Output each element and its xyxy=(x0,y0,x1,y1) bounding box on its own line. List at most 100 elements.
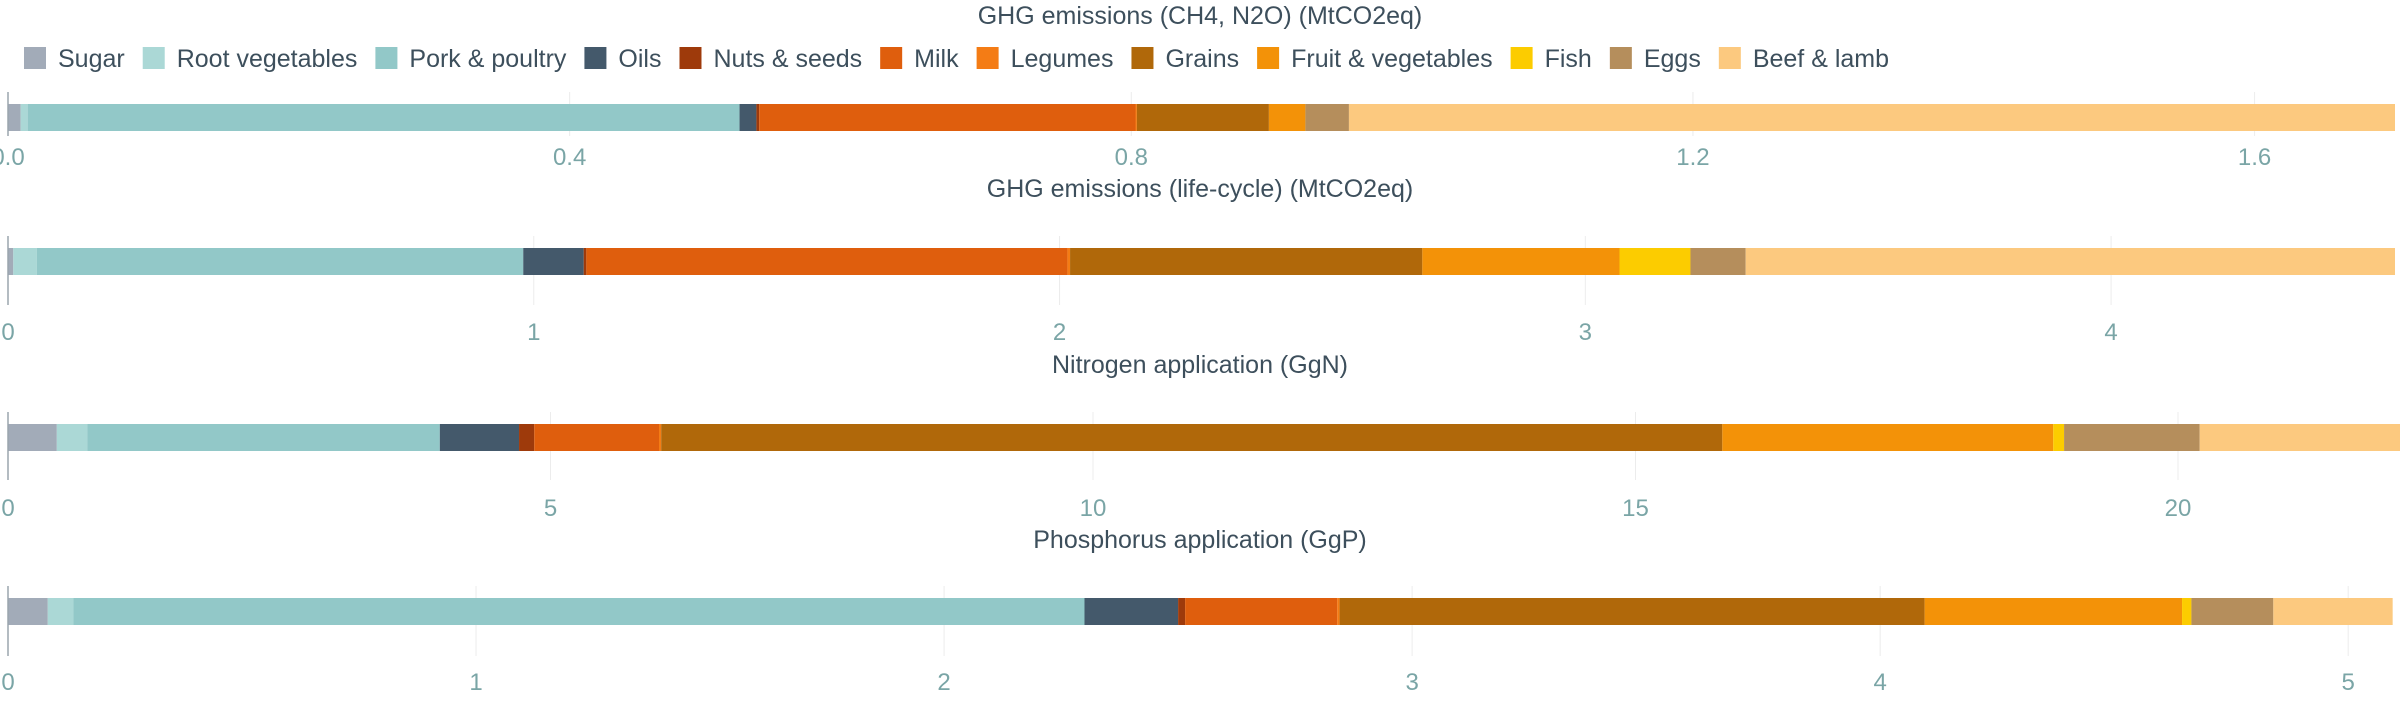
chart-panel-2: GHG emissions (life-cycle) (MtCO2eq) 0 1 2 3… xyxy=(1,175,2395,346)
bar-segment-beef-and-lamb[interactable] xyxy=(1348,104,2395,131)
bar-segment-fruit-and-vegetables[interactable] xyxy=(1924,598,2183,625)
x-tick-label: 4 xyxy=(1873,669,1886,696)
x-tick-label: 1.6 xyxy=(2238,144,2271,171)
legend-swatch xyxy=(679,47,702,69)
bar-segment-root-vegetables[interactable] xyxy=(13,248,37,275)
chart-panel-1: GHG emissions (CH4, N2O) (MtCO2eq) 0.0 0.4… xyxy=(0,2,2395,171)
bar-segment-eggs[interactable] xyxy=(2191,598,2274,625)
bar-segment-beef-and-lamb[interactable] xyxy=(1745,248,2395,275)
legend-item-nuts-and-seeds[interactable]: Nuts & seeds xyxy=(679,45,862,73)
bar-segment-beef-and-lamb[interactable] xyxy=(2273,598,2393,625)
bar-segment-milk[interactable] xyxy=(534,424,659,451)
bar-segment-fruit-and-vegetables[interactable] xyxy=(1422,248,1620,275)
bar-segment-oils[interactable] xyxy=(523,248,584,275)
bar-segment-sugar[interactable] xyxy=(8,598,48,625)
bar-segment-eggs[interactable] xyxy=(1305,104,1349,131)
bar-segment-grains[interactable] xyxy=(1070,248,1423,275)
bar-segment-fruit-and-vegetables[interactable] xyxy=(1268,104,1306,131)
bar-segment-nuts-and-seeds[interactable] xyxy=(1178,598,1186,625)
bar-segment-pork-and-poultry[interactable] xyxy=(27,104,740,131)
bar-segment-sugar[interactable] xyxy=(8,248,14,275)
bar-segment-root-vegetables[interactable] xyxy=(47,598,74,625)
x-tick-label: 2 xyxy=(1053,319,1066,346)
x-tick-label: 0 xyxy=(1,495,14,522)
legend-item-grains[interactable]: Grains xyxy=(1131,45,1239,73)
legend-item-milk[interactable]: Milk xyxy=(880,45,959,73)
bar-segment-root-vegetables[interactable] xyxy=(20,104,28,131)
bar-segment-legumes[interactable] xyxy=(1337,598,1340,625)
legend-item-beef-and-lamb[interactable]: Beef & lamb xyxy=(1718,45,1889,73)
panel-title: Nitrogen application (GgN) xyxy=(1052,351,1348,379)
legend-label: Grains xyxy=(1165,45,1239,73)
chart-panel-3: Nitrogen application (GgN) 0 5 10 15 20 xyxy=(1,351,2400,522)
x-tick-label: 0.8 xyxy=(1115,144,1148,171)
legend-item-pork-and-poultry[interactable]: Pork & poultry xyxy=(375,45,567,73)
legend-swatch xyxy=(142,47,165,69)
x-tick-label: 1 xyxy=(469,669,482,696)
legend-label: Root vegetables xyxy=(177,45,358,73)
bar-segment-oils[interactable] xyxy=(439,424,520,451)
legend-label: Fruit & vegetables xyxy=(1291,45,1493,73)
x-tick-label: 0 xyxy=(1,669,14,696)
legend-label: Oils xyxy=(618,45,661,73)
bar-segment-legumes[interactable] xyxy=(659,424,662,451)
bar-segment-milk[interactable] xyxy=(1185,598,1338,625)
bar-segment-pork-and-poultry[interactable] xyxy=(73,598,1085,625)
x-tick-label: 0.4 xyxy=(553,144,586,171)
legend-item-oils[interactable]: Oils xyxy=(584,45,661,73)
legend-item-eggs[interactable]: Eggs xyxy=(1609,45,1701,73)
legend-label: Sugar xyxy=(58,45,125,73)
legend-item-fruit-and-vegetables[interactable]: Fruit & vegetables xyxy=(1257,45,1493,73)
panel-title: GHG emissions (life-cycle) (MtCO2eq) xyxy=(987,175,1413,203)
x-tick-label: 5 xyxy=(544,495,557,522)
bar-segment-eggs[interactable] xyxy=(1690,248,1746,275)
x-tick-label: 10 xyxy=(1080,495,1107,522)
bar-segment-beef-and-lamb[interactable] xyxy=(2199,424,2400,451)
legend-item-legumes[interactable]: Legumes xyxy=(976,45,1114,73)
legend-swatch xyxy=(880,47,903,69)
legend-swatch xyxy=(1131,47,1154,69)
x-tick-label: 3 xyxy=(1579,319,1592,346)
bar-segment-pork-and-poultry[interactable] xyxy=(87,424,440,451)
bar-segment-pork-and-poultry[interactable] xyxy=(36,248,524,275)
panel-title: GHG emissions (CH4, N2O) (MtCO2eq) xyxy=(978,2,1423,30)
bar-segment-oils[interactable] xyxy=(1084,598,1179,625)
legend-swatch xyxy=(1257,47,1280,69)
bar-segment-nuts-and-seeds[interactable] xyxy=(756,104,760,131)
legend-label: Beef & lamb xyxy=(1753,45,1889,73)
bar-segment-fish[interactable] xyxy=(2182,598,2192,625)
x-tick-label: 0.0 xyxy=(0,144,25,171)
legend-label: Fish xyxy=(1545,45,1592,73)
bar-segment-oils[interactable] xyxy=(739,104,757,131)
x-tick-label: 1 xyxy=(527,319,540,346)
bar-segment-sugar[interactable] xyxy=(8,104,21,131)
x-tick-label: 0 xyxy=(1,319,14,346)
bar-segment-root-vegetables[interactable] xyxy=(56,424,88,451)
bar-segment-sugar[interactable] xyxy=(8,424,57,451)
bar-segment-grains[interactable] xyxy=(1136,104,1269,131)
bar-segment-grains[interactable] xyxy=(1339,598,1925,625)
legend: Sugar Root vegetables Pork & poultry Oils Nu… xyxy=(24,45,1889,73)
bar-segment-nuts-and-seeds[interactable] xyxy=(583,248,587,275)
x-tick-label: 4 xyxy=(2104,319,2117,346)
bar-segment-grains[interactable] xyxy=(661,424,1723,451)
x-tick-label: 1.2 xyxy=(1676,144,1709,171)
bar-segment-legumes[interactable] xyxy=(1067,248,1071,275)
legend-item-fish[interactable]: Fish xyxy=(1510,45,1592,73)
bar-segment-fruit-and-vegetables[interactable] xyxy=(1722,424,2054,451)
bar-segment-nuts-and-seeds[interactable] xyxy=(519,424,535,451)
bar-segment-legumes[interactable] xyxy=(1135,104,1137,131)
bar-segment-milk[interactable] xyxy=(759,104,1136,131)
bar-segment-milk[interactable] xyxy=(586,248,1068,275)
legend-item-root-vegetables[interactable]: Root vegetables xyxy=(142,45,358,73)
legend-label: Legumes xyxy=(1011,45,1114,73)
bar-segment-fish[interactable] xyxy=(1619,248,1691,275)
x-tick-label: 3 xyxy=(1405,669,1418,696)
legend-label: Nuts & seeds xyxy=(713,45,862,73)
bar-segment-fish[interactable] xyxy=(2053,424,2065,451)
legend-swatch xyxy=(976,47,999,69)
panel-title: Phosphorus application (GgP) xyxy=(1033,526,1367,554)
legend-item-sugar[interactable]: Sugar xyxy=(24,45,125,73)
legend-swatch xyxy=(1718,47,1741,69)
bar-segment-eggs[interactable] xyxy=(2064,424,2200,451)
